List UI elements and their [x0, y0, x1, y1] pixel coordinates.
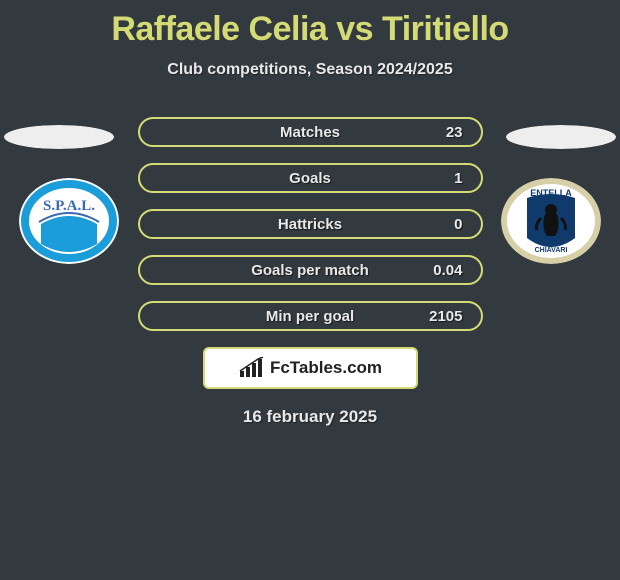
stat-label: Min per goal	[198, 308, 423, 325]
stat-label: Goals per match	[198, 262, 423, 279]
stat-row: Goals per match 0.04	[138, 255, 483, 285]
flag-right-icon	[506, 125, 616, 149]
date-label: 16 february 2025	[0, 407, 620, 427]
stat-row: Goals 1	[138, 163, 483, 193]
bar-chart-icon	[238, 357, 264, 379]
stats-table: Matches 23 Goals 1 Hattricks 0 Goals per…	[138, 117, 483, 331]
stat-right-value: 2105	[423, 308, 463, 325]
stat-label: Goals	[198, 170, 423, 187]
club-badge-right: ENTELLA CHIAVARI	[501, 178, 601, 264]
club-badge-left: S.P.A.L.	[19, 178, 119, 264]
stat-right-value: 1	[423, 170, 463, 187]
stat-label: Hattricks	[198, 216, 423, 233]
stat-row: Min per goal 2105	[138, 301, 483, 331]
svg-text:ENTELLA: ENTELLA	[530, 188, 572, 198]
brand-box: FcTables.com	[203, 347, 418, 389]
player1-name: Raffaele Celia	[111, 10, 327, 48]
vs-label: vs	[336, 10, 373, 48]
stat-row: Hattricks 0	[138, 209, 483, 239]
stat-right-value: 0	[423, 216, 463, 233]
svg-text:S.P.A.L.: S.P.A.L.	[43, 198, 95, 214]
player2-name: Tiritiello	[382, 10, 509, 48]
svg-text:CHIAVARI: CHIAVARI	[535, 247, 568, 254]
page-title: Raffaele Celia vs Tiritiello	[0, 0, 620, 49]
stat-right-value: 23	[423, 124, 463, 141]
flag-left-icon	[4, 125, 114, 149]
subtitle: Club competitions, Season 2024/2025	[0, 61, 620, 79]
stat-label: Matches	[198, 124, 423, 141]
stat-row: Matches 23	[138, 117, 483, 147]
brand-text: FcTables.com	[270, 358, 382, 378]
stat-right-value: 0.04	[423, 262, 463, 279]
